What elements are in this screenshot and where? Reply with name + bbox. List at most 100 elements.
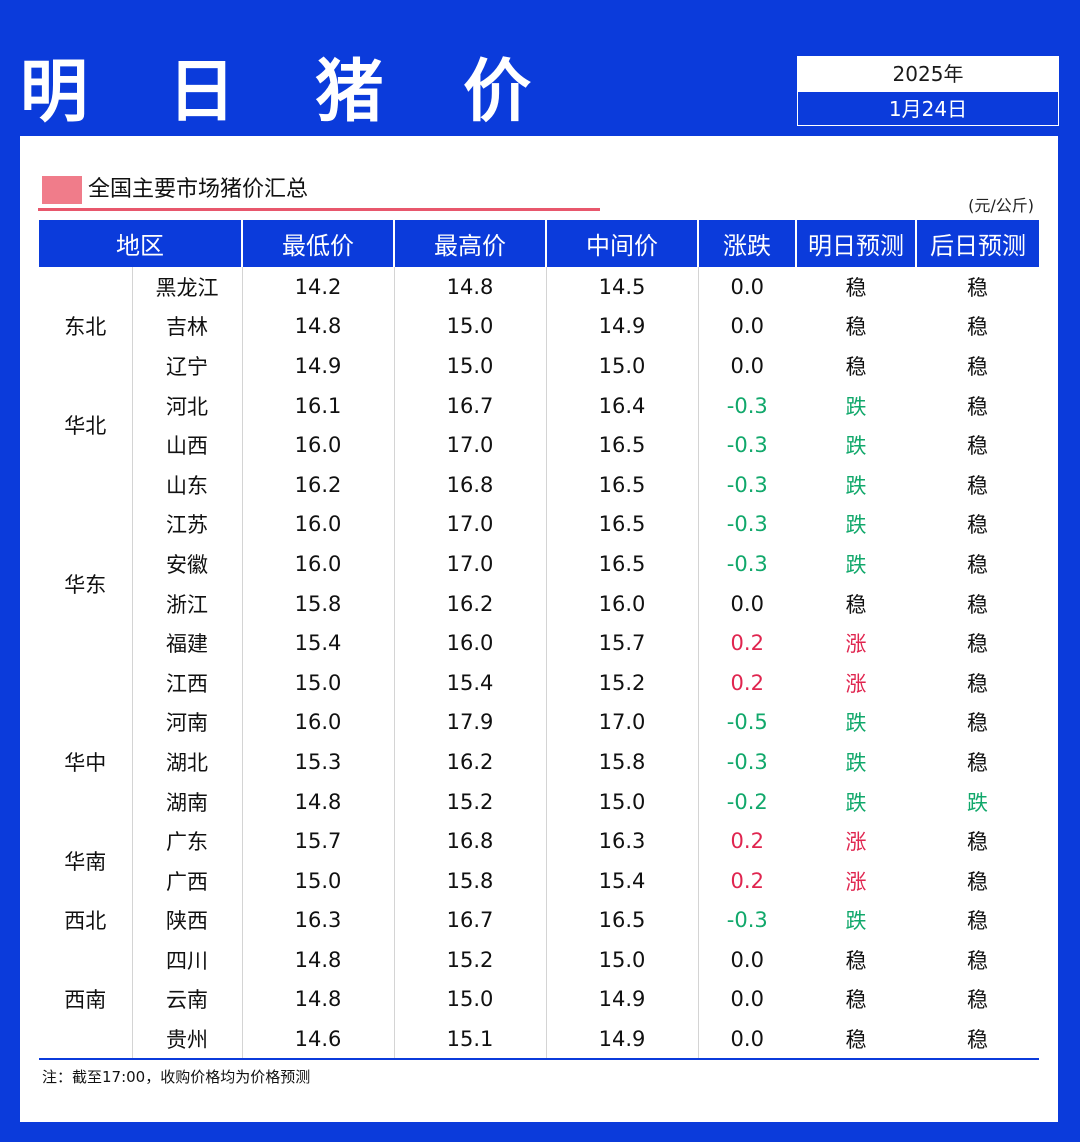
mid-price-cell: 16.5 xyxy=(546,425,699,465)
change-cell: 0.0 xyxy=(730,987,764,1012)
change-cell: 0.2 xyxy=(730,670,764,695)
tomorrow-forecast-cell: 跌 xyxy=(845,394,867,419)
table-row: 华南 广东 15.7 16.8 16.3 0.2 涨稳 xyxy=(39,821,1039,901)
low-price-cell: 15.0 xyxy=(242,860,395,901)
province-cell: 广西 xyxy=(132,860,243,901)
tomorrow-forecast-cell: 跌 xyxy=(845,909,867,934)
high-price-cell: 15.0 xyxy=(394,346,547,386)
change-cell: 0.0 xyxy=(730,314,764,339)
mid-price-cell: 15.0 xyxy=(546,940,699,980)
table-row: 华东 山东 16.2 16.8 16.5 -0.3 跌稳 xyxy=(39,464,1039,703)
tomorrow-forecast-cell: 稳 xyxy=(845,315,867,340)
change-cell: -0.3 xyxy=(726,749,768,774)
province-cell: 江西 xyxy=(132,662,243,703)
low-price-cell: 16.0 xyxy=(242,702,395,743)
low-price-cell: 15.8 xyxy=(242,583,395,624)
header-low: 最低价 xyxy=(241,220,394,267)
table-row: 东北 黑龙江 14.2 14.8 14.5 0.0 稳稳 xyxy=(39,267,1039,386)
change-cell: -0.3 xyxy=(726,908,768,933)
mid-price-cell: 15.2 xyxy=(546,662,699,703)
region-cell: 西南 xyxy=(39,940,133,1059)
change-cell: -0.2 xyxy=(726,789,768,814)
day-after-forecast-cell: 稳 xyxy=(967,988,988,1013)
province-cell: 辽宁 xyxy=(132,346,243,386)
tomorrow-forecast-cell: 稳 xyxy=(845,354,867,379)
region-cell: 华南 xyxy=(39,821,133,901)
table-body: 东北 黑龙江 14.2 14.8 14.5 0.0 稳稳吉林 14.8 15.0 14.9 0.0 稳… xyxy=(39,267,1039,1059)
day-after-forecast-cell: 稳 xyxy=(967,275,988,300)
province-cell: 福建 xyxy=(132,623,243,663)
tomorrow-forecast-cell: 涨 xyxy=(845,632,867,657)
province-cell: 湖北 xyxy=(132,742,243,782)
low-price-cell: 16.0 xyxy=(242,544,395,584)
tomorrow-forecast-cell: 稳 xyxy=(845,592,867,617)
low-price-cell: 15.7 xyxy=(242,821,395,861)
day-after-forecast-cell: 稳 xyxy=(967,592,988,617)
mid-price-cell: 16.0 xyxy=(546,583,699,624)
table-row: 江西 15.0 15.4 15.2 0.2 涨 稳 xyxy=(39,662,1039,703)
province-cell: 浙江 xyxy=(132,583,243,624)
table-row: 华北 河北 16.1 16.7 16.4 -0.3 跌稳 xyxy=(39,385,1039,465)
change-cell: -0.5 xyxy=(726,710,768,735)
change-cell: 0.0 xyxy=(730,353,764,378)
day-after-forecast-cell: 稳 xyxy=(967,632,988,657)
mid-price-cell: 15.4 xyxy=(546,860,699,901)
mid-price-cell: 15.8 xyxy=(546,742,699,782)
high-price-cell: 15.1 xyxy=(394,1019,547,1059)
day-after-forecast-cell: 稳 xyxy=(967,1028,988,1053)
tomorrow-forecast-cell: 涨 xyxy=(845,869,867,894)
tomorrow-forecast-cell: 跌 xyxy=(845,552,867,577)
province-cell: 河南 xyxy=(132,702,243,743)
header-change: 涨跌 xyxy=(697,220,796,267)
high-price-cell: 17.0 xyxy=(394,504,547,545)
low-price-cell: 16.1 xyxy=(242,385,395,426)
unit-label: (元/公斤) xyxy=(968,196,1034,215)
day-after-forecast-cell: 稳 xyxy=(967,909,988,934)
province-cell: 江苏 xyxy=(132,504,243,545)
low-price-cell: 16.2 xyxy=(242,464,395,505)
section-underline xyxy=(38,208,600,211)
high-price-cell: 15.2 xyxy=(394,940,547,980)
high-price-cell: 15.0 xyxy=(394,306,547,347)
low-price-cell: 14.9 xyxy=(242,346,395,386)
province-cell: 河北 xyxy=(132,385,243,426)
change-cell: -0.3 xyxy=(726,433,768,458)
table-row: 贵州 14.6 15.1 14.9 0.0 稳 稳 xyxy=(39,1019,1039,1059)
table-row: 吉林 14.8 15.0 14.9 0.0 稳 稳 xyxy=(39,306,1039,347)
tomorrow-forecast-cell: 跌 xyxy=(845,790,867,815)
date-box: 2025年 1月24日 xyxy=(797,56,1059,126)
change-cell: -0.3 xyxy=(726,551,768,576)
section-title: 全国主要市场猪价汇总 xyxy=(88,177,309,202)
province-cell: 湖南 xyxy=(132,781,243,822)
table-row: 广西 15.0 15.8 15.4 0.2 涨 稳 xyxy=(39,860,1039,901)
table-row: 辽宁 14.9 15.0 15.0 0.0 稳稳 xyxy=(39,346,1039,386)
province-cell: 贵州 xyxy=(132,1019,243,1059)
change-cell: -0.3 xyxy=(726,393,768,418)
tomorrow-forecast-cell: 稳 xyxy=(845,275,867,300)
content-panel: 全国主要市场猪价汇总 (元/公斤) 地区 最低价 最高价 中间价 涨跌 明日预测… xyxy=(20,136,1058,1122)
low-price-cell: 16.3 xyxy=(242,900,395,941)
table-row: 湖南 14.8 15.2 15.0 -0.2 跌 跌 xyxy=(39,781,1039,822)
low-price-cell: 15.0 xyxy=(242,662,395,703)
table-row: 华中 河南 16.0 17.9 17.0 -0.5 跌稳 xyxy=(39,702,1039,822)
low-price-cell: 14.8 xyxy=(242,781,395,822)
header-mid: 中间价 xyxy=(545,220,698,267)
mid-price-cell: 14.9 xyxy=(546,979,699,1020)
province-cell: 广东 xyxy=(132,821,243,861)
high-price-cell: 17.0 xyxy=(394,425,547,465)
change-cell: 0.0 xyxy=(730,1027,764,1052)
change-cell: 0.2 xyxy=(730,829,764,854)
mid-price-cell: 17.0 xyxy=(546,702,699,743)
high-price-cell: 15.0 xyxy=(394,979,547,1020)
high-price-cell: 16.8 xyxy=(394,464,547,505)
tomorrow-forecast-cell: 跌 xyxy=(845,513,867,538)
day-after-forecast-cell: 稳 xyxy=(967,830,988,855)
mid-price-cell: 14.9 xyxy=(546,1019,699,1059)
header-region: 地区 xyxy=(39,220,242,267)
date-day: 1月24日 xyxy=(798,91,1058,125)
table-row: 福建 15.4 16.0 15.7 0.2 涨 稳 xyxy=(39,623,1039,663)
mid-price-cell: 16.5 xyxy=(546,544,699,584)
region-cell: 西北 xyxy=(39,900,133,941)
tomorrow-forecast-cell: 跌 xyxy=(845,750,867,775)
high-price-cell: 15.8 xyxy=(394,860,547,901)
